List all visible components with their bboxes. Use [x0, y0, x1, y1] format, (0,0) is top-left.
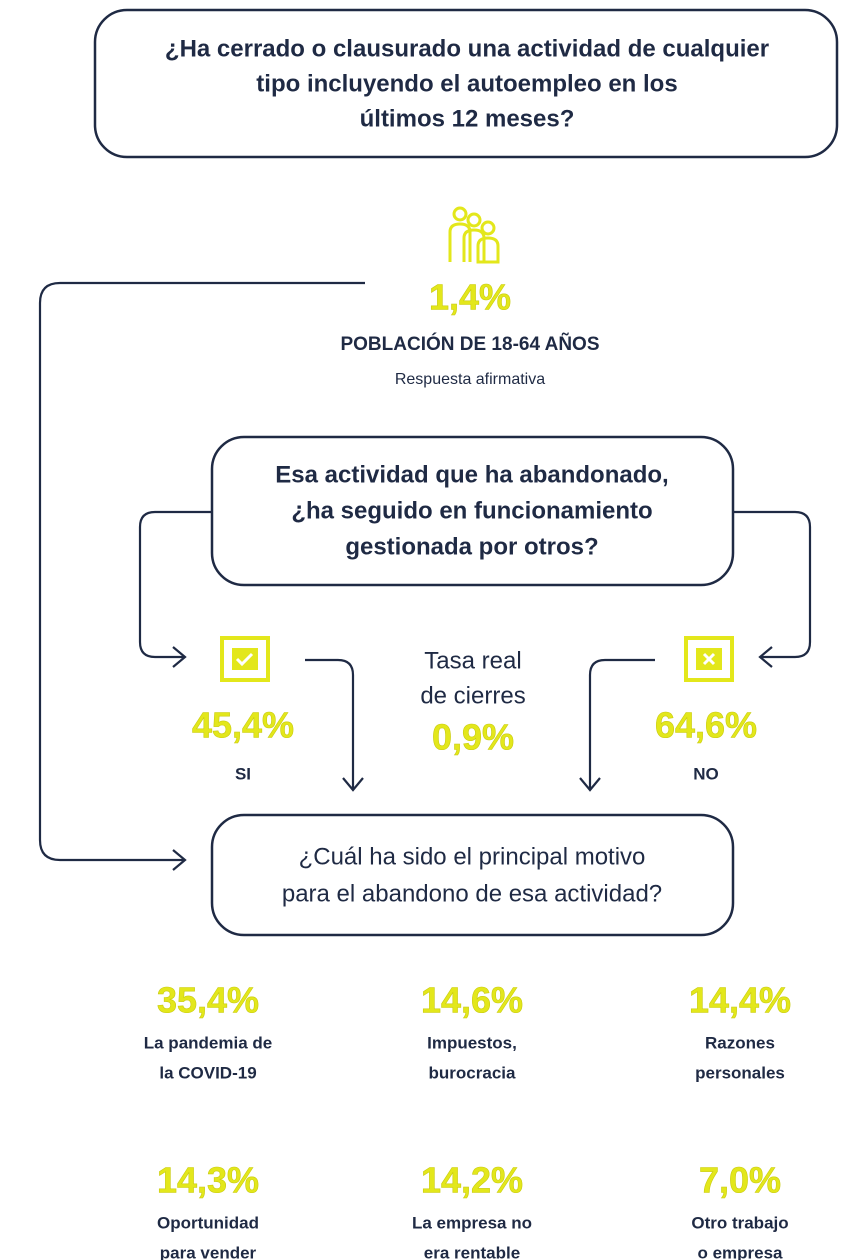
cross-icon [684, 636, 734, 682]
reason-value: 14,2% [421, 1160, 523, 1201]
rate-value: 0,9% [432, 717, 514, 758]
reason-label: La empresa no [412, 1213, 532, 1232]
reason-label: Otro trabajo [691, 1213, 788, 1232]
reason-label: era rentable [424, 1243, 520, 1260]
reason-label: personales [695, 1063, 785, 1082]
reason-value: 7,0% [699, 1160, 781, 1201]
reason-value: 14,3% [157, 1160, 259, 1201]
connector [138, 510, 212, 668]
rate-label: de cierres [420, 682, 525, 709]
question-text: gestionada por otros? [345, 533, 598, 560]
question-text: Esa actividad que ha abandonado, [275, 461, 668, 488]
question-box [210, 813, 735, 937]
question-text: tipo incluyendo el autoempleo en los [256, 70, 677, 97]
population-value: 1,4% [429, 277, 511, 318]
population-label: POBLACIÓN DE 18-64 AÑOS [340, 333, 599, 355]
connector [38, 281, 365, 871]
question-text: ¿Cuál ha sido el principal motivo [299, 843, 646, 870]
reason-label: burocracia [429, 1063, 516, 1082]
check-icon [220, 636, 270, 682]
rate-label: Tasa real [424, 647, 521, 674]
reason-label: Razones [705, 1033, 775, 1052]
question-text: ¿Ha cerrado o clausurado una actividad d… [165, 35, 769, 62]
reason-label: Oportunidad [157, 1213, 259, 1232]
population-sublabel: Respuesta afirmativa [395, 371, 545, 388]
reason-label: La pandemia de [144, 1033, 272, 1052]
question-text: para el abandono de esa actividad? [282, 880, 662, 907]
reason-label: o empresa [697, 1243, 783, 1260]
reason-label: para vender [160, 1243, 257, 1260]
question-text: últimos 12 meses? [360, 105, 575, 132]
reason-label: Impuestos, [427, 1033, 517, 1052]
no-value: 64,6% [655, 705, 757, 746]
connector [733, 510, 812, 668]
reason-label: la COVID-19 [159, 1063, 256, 1082]
yes-value: 45,4% [192, 705, 294, 746]
question-box [93, 8, 839, 159]
question-text: ¿ha seguido en funcionamiento [291, 497, 652, 524]
reason-value: 14,4% [689, 980, 791, 1021]
connector [579, 658, 655, 792]
connector [305, 658, 364, 792]
yes-label: SI [235, 764, 251, 783]
people-icon [448, 206, 500, 264]
reason-value: 14,6% [421, 980, 523, 1021]
no-label: NO [693, 764, 719, 783]
reason-value: 35,4% [157, 980, 259, 1021]
